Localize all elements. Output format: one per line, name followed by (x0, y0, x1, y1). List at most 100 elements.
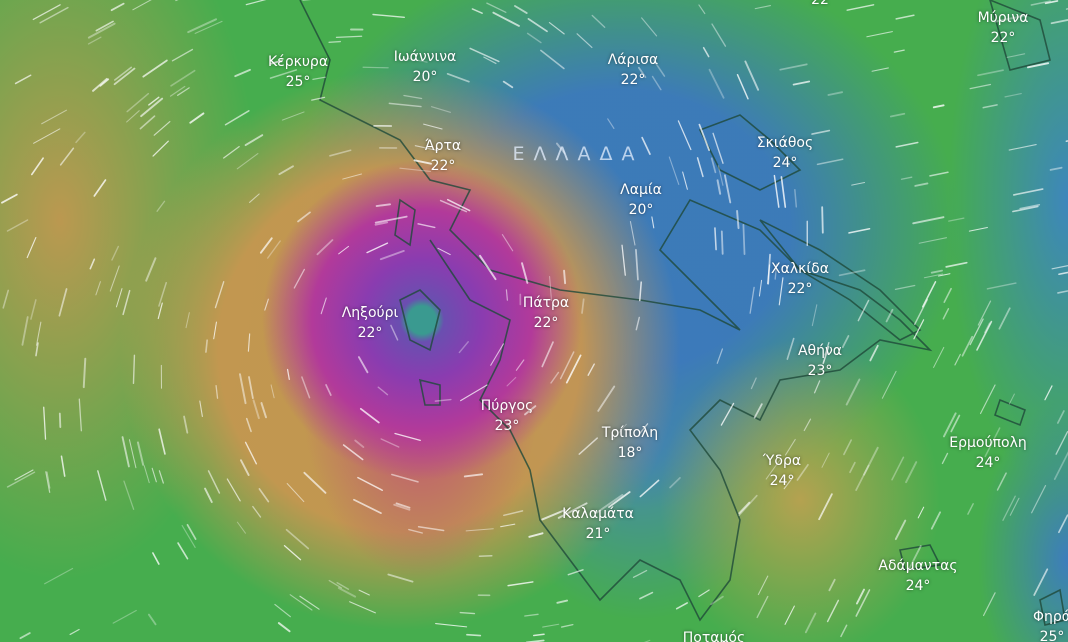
wind-streak (176, 87, 190, 96)
wind-streak (226, 478, 241, 502)
wind-streak (281, 111, 305, 121)
wind-streak (923, 273, 944, 279)
wind-streak (710, 157, 717, 174)
wind-streak (863, 446, 879, 476)
wind-streak (109, 265, 120, 292)
city-label[interactable]: Ποταμός (683, 628, 745, 642)
wind-streak (303, 471, 327, 494)
chalkidiki-coast (698, 114, 802, 191)
city-label[interactable]: Αθήνα 23° (798, 341, 842, 381)
wind-streak (19, 632, 31, 640)
country-label: ΕΛΛΑΔΑ (512, 143, 644, 165)
city-temperature: 18° (617, 445, 643, 461)
wind-streak (267, 240, 281, 259)
wind-streak (328, 579, 343, 589)
wind-streak (578, 437, 598, 455)
wind-streak (595, 494, 624, 514)
wind-streak (372, 13, 405, 19)
city-label[interactable]: Λάρισα 22° (608, 50, 659, 90)
wind-streak (238, 373, 247, 405)
wind-streak (629, 220, 636, 246)
city-label[interactable]: Λαμία 20° (620, 180, 662, 220)
wind-streak (337, 587, 357, 598)
wind-streak (736, 73, 749, 100)
wind-streak (846, 4, 875, 11)
wind-streak (698, 123, 710, 152)
city-label[interactable]: Ερμούπολη 24° (949, 433, 1026, 473)
city-label[interactable]: Καλαμάτα 21° (562, 504, 634, 544)
wind-streak (994, 15, 1024, 23)
wind-streak (239, 459, 250, 476)
city-label[interactable]: Κέρκυρα 25° (268, 52, 328, 92)
wind-streak (961, 335, 974, 357)
wind-streak (492, 11, 520, 27)
wind-streak (938, 273, 951, 277)
wind-streak (183, 415, 189, 434)
santorini-island (1039, 588, 1066, 626)
wind-streak (60, 455, 66, 477)
wind-streak (289, 594, 313, 611)
wind-streak (720, 402, 735, 426)
city-label[interactable]: Σκιάθος 24° (757, 133, 813, 173)
city-temperature: 21° (585, 526, 611, 542)
city-name: Ιωάννινα (393, 49, 457, 65)
wind-streak (388, 102, 422, 108)
wind-streak (507, 581, 534, 587)
wind-streak (329, 149, 352, 157)
city-label[interactable]: Άρτα 22° (425, 136, 461, 176)
wind-streak (702, 46, 710, 58)
wind-streak (714, 227, 717, 251)
wind-streak (986, 282, 1017, 290)
city-label[interactable]: Χαλκίδα 22° (771, 259, 829, 299)
wind-streak (357, 476, 383, 491)
city-name: Πάτρα (522, 295, 570, 311)
wind-streak (158, 470, 164, 484)
city-label[interactable]: Πάτρα 22° (523, 293, 569, 333)
wind-streak (35, 342, 39, 357)
wind-streak (32, 4, 61, 21)
wind-streak (156, 200, 166, 212)
wind-streak (977, 300, 992, 326)
city-label[interactable]: Ληξούρι 22° (342, 303, 399, 343)
wind-streak (486, 2, 507, 13)
wind-streak (696, 157, 704, 178)
wind-streak (260, 402, 267, 419)
wind-streak (59, 147, 75, 166)
lemnos-island (989, 0, 1051, 71)
wind-streak (362, 66, 389, 69)
wind-streak (675, 602, 689, 610)
city-label[interactable]: 22 (811, 0, 829, 10)
wind-streak (758, 279, 763, 297)
wind-streak (505, 289, 508, 301)
wind-streak (151, 467, 157, 483)
city-name: Αδάμαντας (878, 558, 958, 574)
wind-streak (1033, 568, 1049, 596)
wind-streak (75, 131, 86, 144)
wind-streak (186, 523, 197, 540)
city-label[interactable]: Τρίπολη 18° (602, 423, 658, 463)
wind-streak (244, 441, 258, 465)
city-label[interactable]: Πύργος 23° (481, 396, 534, 436)
wind-streak (234, 68, 251, 78)
wind-streak (297, 211, 311, 223)
wind-streak (894, 519, 907, 541)
wind-streak (459, 611, 476, 615)
city-label[interactable]: Φηρά 25° (1033, 607, 1068, 642)
wind-streak (855, 588, 865, 605)
wind-streak (115, 288, 123, 308)
city-label[interactable]: Αδάμαντας 24° (878, 556, 957, 596)
city-temperature: 22° (620, 72, 646, 88)
city-name: Αθήνα (797, 343, 843, 359)
wind-streak (851, 182, 866, 186)
wind-streak (869, 344, 879, 362)
wind-streak (122, 289, 131, 316)
city-label[interactable]: Μύρινα 22° (978, 8, 1029, 48)
wind-streak (845, 378, 861, 406)
wind-streak (374, 221, 389, 226)
wind-streak (651, 216, 655, 229)
wind-streak (204, 487, 213, 504)
wind-streak (778, 277, 784, 306)
city-label[interactable]: Ιωάννινα 20° (394, 47, 457, 87)
city-label[interactable]: Ύδρα 24° (763, 451, 801, 491)
